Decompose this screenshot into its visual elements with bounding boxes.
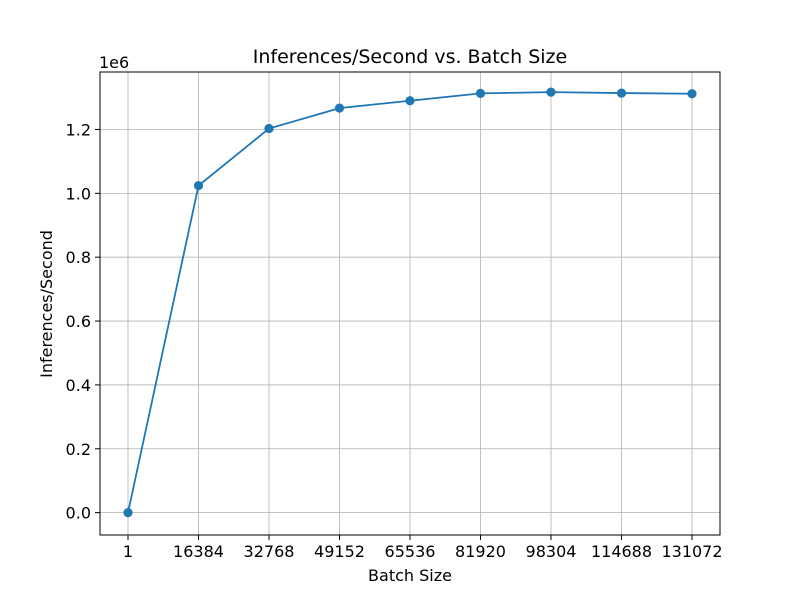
data-point [405,96,415,106]
y-tick-labels: 0.0 0.2 0.4 0.6 0.8 1.0 1.2 [66,120,91,522]
x-axis-label: Batch Size [368,566,452,585]
data-point [334,103,345,113]
x-tick-label: 131072 [661,542,722,561]
grid-lines [100,72,720,535]
x-tick-label: 65536 [385,542,436,561]
data-point [264,123,274,134]
data-point [123,508,133,518]
data-point [687,89,697,99]
chart-title: Inferences/Second vs. Batch Size [253,46,567,68]
x-tick-label: 81920 [455,542,506,561]
x-tick-label: 98304 [526,542,577,561]
y-tick-label: 0.0 [66,504,91,523]
y-tick-label: 1.2 [66,120,91,139]
y-tick-label: 0.6 [66,312,91,331]
y-tick-label: 1.0 [66,184,91,203]
y-axis-label: Inferences/Second [37,230,56,378]
data-point [475,88,486,98]
x-tick-label: 49152 [314,542,365,561]
data-point [546,87,556,97]
y-tick-label: 0.8 [66,248,91,267]
data-point [616,88,627,98]
x-tick-labels: 1 16384 32768 49152 65536 81920 98304 114688 131… [123,542,723,561]
x-tick-label: 1 [123,542,133,561]
y-tick-label: 0.2 [66,440,91,459]
y-scale-label: 1e6 [99,53,129,72]
series-layer [123,87,697,518]
ticks [95,128,693,540]
x-tick-label: 32768 [244,542,295,561]
x-tick-label: 114688 [591,542,652,561]
data-point [193,181,204,191]
x-tick-label: 16384 [173,542,224,561]
y-tick-label: 0.4 [66,376,91,395]
